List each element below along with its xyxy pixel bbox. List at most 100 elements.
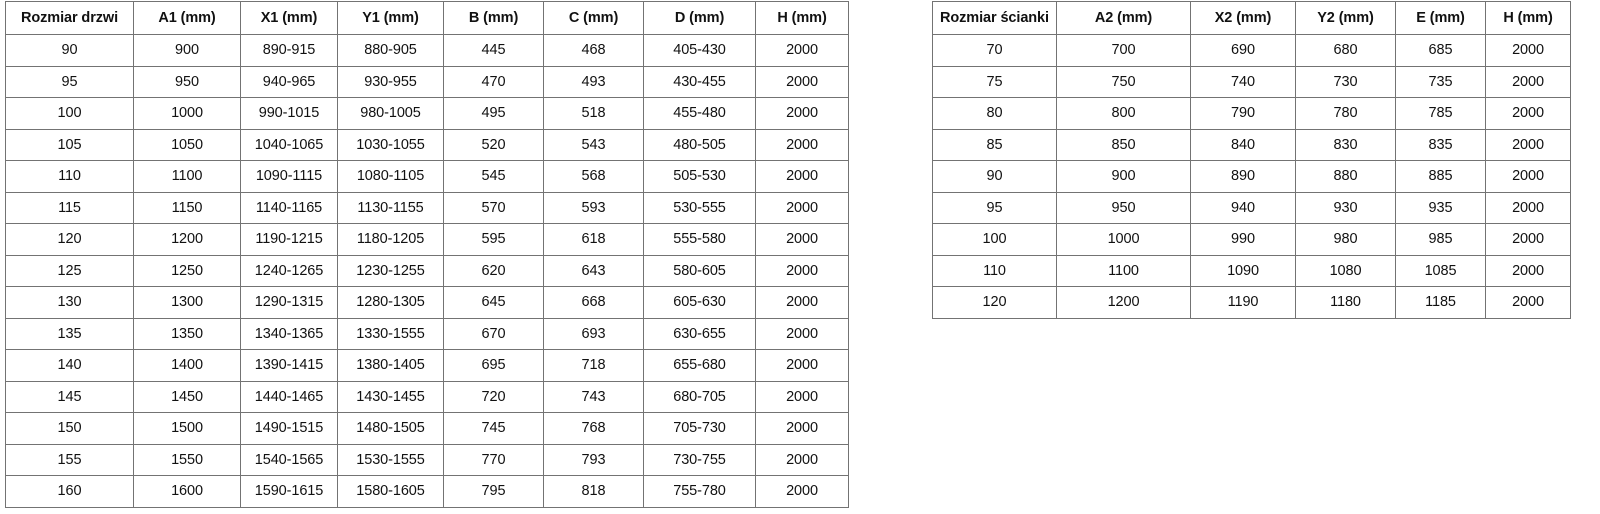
table-row: 155 1550 1540-1565 1530-1555 770 793 730-755 20…	[5, 443, 849, 476]
table-cell: 2000	[755, 254, 849, 287]
table-cell: 90	[5, 34, 134, 67]
table-cell: 818	[543, 475, 644, 508]
table-row: 70 700 690 680 685 2000	[932, 34, 1571, 67]
table-row: 105 1050 1040-1065 1030-1055 520 543 480-505 20…	[5, 128, 849, 161]
table-cell: 1530-1555	[337, 443, 444, 476]
table-cell: 2000	[1485, 160, 1571, 193]
table-cell: 1590-1615	[240, 475, 338, 508]
table-cell: 543	[543, 128, 644, 161]
table-cell: 480-505	[643, 128, 756, 161]
table-cell: 840	[1190, 128, 1296, 161]
table-cell: 1350	[133, 317, 241, 350]
table-cell: 2000	[755, 97, 849, 130]
table-cell: 990-1015	[240, 97, 338, 130]
table-cell: 1090	[1190, 254, 1296, 287]
table-cell: 1580-1605	[337, 475, 444, 508]
table-cell: 618	[543, 223, 644, 256]
table-cell: 830	[1295, 128, 1396, 161]
table-cell: 890-915	[240, 34, 338, 67]
table-cell: 645	[443, 286, 544, 319]
table-cell: 2000	[755, 380, 849, 413]
table-cell: 120	[932, 286, 1057, 319]
table-cell: 720	[443, 380, 544, 413]
table-cell: 670	[443, 317, 544, 350]
table-cell: 793	[543, 443, 644, 476]
table-cell: 568	[543, 160, 644, 193]
table-cell: 2000	[1485, 128, 1571, 161]
table-row: 110 1100 1090 1080 1085 2000	[932, 254, 1571, 287]
table-cell: 90	[932, 160, 1057, 193]
table-cell: 2000	[1485, 191, 1571, 224]
table-cell: 950	[133, 65, 241, 98]
table-cell: 1180-1205	[337, 223, 444, 256]
table-cell: 2000	[755, 65, 849, 98]
door-column-header-3: Y1 (mm)	[337, 1, 444, 35]
table-cell: 100	[5, 97, 134, 130]
table-cell: 880	[1295, 160, 1396, 193]
table-cell: 593	[543, 191, 644, 224]
table-row: 90 900 890-915 880-905 445 468 405-430 2000	[5, 34, 849, 67]
table-row: 80 800 790 780 785 2000	[932, 97, 1571, 130]
table-cell: 468	[543, 34, 644, 67]
table-cell: 985	[1395, 223, 1486, 256]
table-cell: 455-480	[643, 97, 756, 130]
table-cell: 880-905	[337, 34, 444, 67]
table-cell: 980	[1295, 223, 1396, 256]
table-cell: 680	[1295, 34, 1396, 67]
table-row: 95 950 940 930 935 2000	[932, 191, 1571, 224]
table-cell: 150	[5, 412, 134, 445]
table-cell: 1000	[1056, 223, 1191, 256]
wall-column-header-3: Y2 (mm)	[1295, 1, 1396, 35]
table-row: 110 1100 1090-1115 1080-1105 545 568 505-530 20…	[5, 160, 849, 193]
table-cell: 505-530	[643, 160, 756, 193]
table-row: 120 1200 1190 1180 1185 2000	[932, 286, 1571, 319]
table-cell: 595	[443, 223, 544, 256]
table-cell: 1550	[133, 443, 241, 476]
wall-column-header-1: A2 (mm)	[1056, 1, 1191, 35]
table-cell: 80	[932, 97, 1057, 130]
table-cell: 800	[1056, 97, 1191, 130]
table-cell: 135	[5, 317, 134, 350]
table-cell: 2000	[755, 34, 849, 67]
table-cell: 680-705	[643, 380, 756, 413]
door-dimensions-table: Rozmiar drzwi A1 (mm) X1 (mm) Y1 (mm) B (mm)…	[5, 1, 849, 508]
table-cell: 1440-1465	[240, 380, 338, 413]
table-cell: 1200	[1056, 286, 1191, 319]
table-cell: 70	[932, 34, 1057, 67]
table-cell: 125	[5, 254, 134, 287]
table-cell: 1600	[133, 475, 241, 508]
table-cell: 695	[443, 349, 544, 382]
table-cell: 2000	[755, 128, 849, 161]
table-row: 75 750 740 730 735 2000	[932, 65, 1571, 98]
table-cell: 900	[1056, 160, 1191, 193]
table-cell: 950	[1056, 191, 1191, 224]
table-cell: 700	[1056, 34, 1191, 67]
wall-table-body: 70 700 690 680 685 2000 75 750 740 730 735 2000 80 80…	[932, 34, 1571, 319]
table-cell: 1400	[133, 349, 241, 382]
table-cell: 430-455	[643, 65, 756, 98]
table-cell: 980-1005	[337, 97, 444, 130]
table-row: 100 1000 990-1015 980-1005 495 518 455-480 2000	[5, 97, 849, 130]
table-row: 160 1600 1590-1615 1580-1605 795 818 755-780 20…	[5, 475, 849, 508]
table-cell: 445	[443, 34, 544, 67]
table-cell: 1340-1365	[240, 317, 338, 350]
table-cell: 768	[543, 412, 644, 445]
table-cell: 930-955	[337, 65, 444, 98]
table-cell: 930	[1295, 191, 1396, 224]
table-cell: 105	[5, 128, 134, 161]
table-cell: 75	[932, 65, 1057, 98]
table-cell: 755-780	[643, 475, 756, 508]
table-cell: 155	[5, 443, 134, 476]
table-cell: 1430-1455	[337, 380, 444, 413]
table-cell: 1090-1115	[240, 160, 338, 193]
table-cell: 470	[443, 65, 544, 98]
table-cell: 718	[543, 349, 644, 382]
table-cell: 1330-1555	[337, 317, 444, 350]
door-table-body: 90 900 890-915 880-905 445 468 405-430 2000 95 95…	[5, 34, 849, 508]
table-cell: 890	[1190, 160, 1296, 193]
table-row: 100 1000 990 980 985 2000	[932, 223, 1571, 256]
table-row: 120 1200 1190-1215 1180-1205 595 618 555-580 20…	[5, 223, 849, 256]
table-cell: 745	[443, 412, 544, 445]
table-cell: 518	[543, 97, 644, 130]
